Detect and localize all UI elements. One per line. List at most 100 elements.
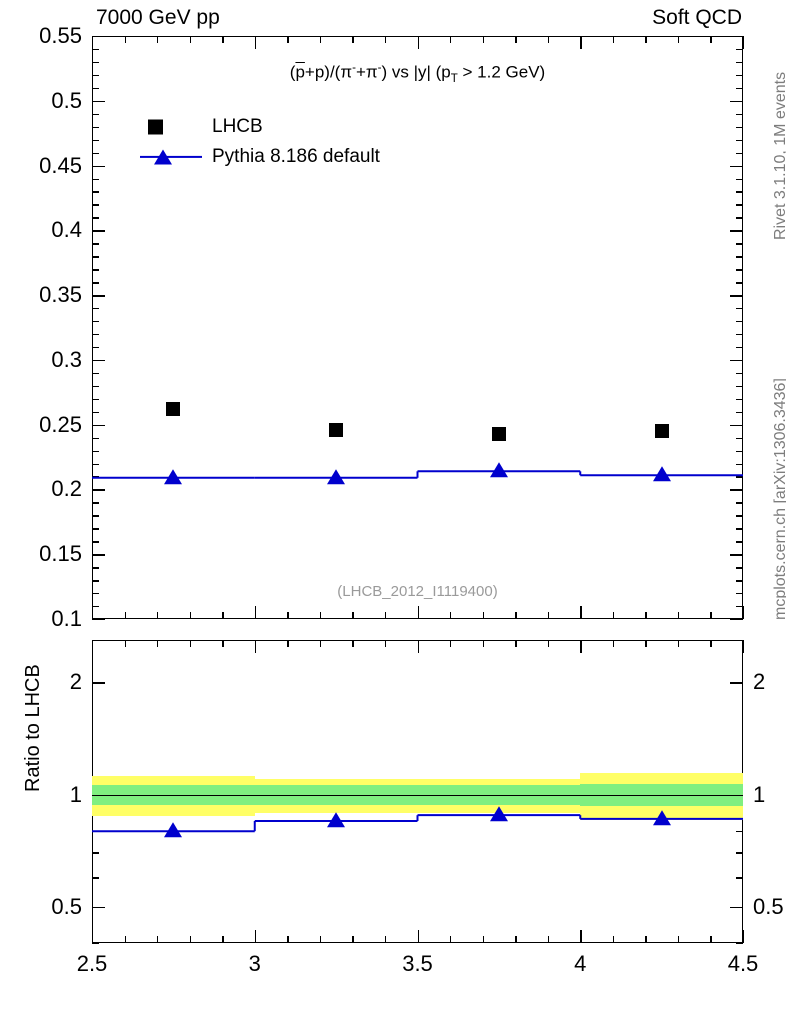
y-tick-main [92,139,99,142]
x-tick-ratio-top [612,640,615,647]
x-tick-main-bottom [92,606,94,619]
y-tick-main-right [736,321,743,323]
y-tick-main [92,321,99,323]
y-tick-main-right [736,385,743,388]
x-tick-ratio-bottom [515,936,517,943]
data-point-pythia-ratio [164,822,183,838]
square-marker-icon [148,119,163,135]
y-tick-main [92,178,99,180]
analysis-id-watermark: (LHCB_2012_I1119400) [337,583,498,600]
x-tick-main-bottom [645,612,647,619]
x-tick-ratio-top [450,640,452,647]
y-tick-ratio-right [736,943,743,945]
header-process-label: Soft QCD [652,6,742,29]
x-tick-ratio-top [384,640,387,647]
x-tick-ratio-top [710,640,712,647]
y-tick-main [92,282,99,284]
y-tick-label-main: 0.5 [51,87,82,113]
x-tick-ratio-top [254,640,257,653]
x-tick-main-top [482,36,484,43]
triangle-marker-icon [154,149,172,165]
x-tick-main-bottom [254,606,257,619]
y-tick-main-right [736,450,743,452]
y-tick-main-right [736,152,743,154]
y-tick-main-right [736,372,743,375]
y-tick-label-main: 0.15 [39,541,82,567]
x-tick-ratio-bottom [189,936,192,943]
x-tick-ratio-top [157,640,159,647]
y-tick-main [92,424,105,427]
x-tick-main-top [450,36,452,43]
data-point-pythia [164,469,183,485]
title-plus: + [355,62,366,82]
y-tick-main [92,619,105,621]
x-tick-ratio-bottom [222,936,224,943]
y-tick-main-right [730,295,743,297]
x-tick-ratio-bottom [124,936,126,943]
y-tick-main-right [736,204,743,206]
x-tick-main-bottom [352,612,354,619]
y-tick-ratio [92,682,105,684]
legend-label-lhcb: LHCB [212,116,263,137]
x-tick-ratio-bottom [580,930,582,943]
x-tick-ratio-top [645,640,647,647]
data-point-lhcb [166,402,181,417]
y-tick-main [92,437,99,439]
x-tick-main-bottom [547,612,550,619]
y-tick-main [92,126,99,129]
y-tick-ratio [92,877,99,879]
y-tick-label-main: 0.25 [39,411,82,437]
y-tick-main-right [736,463,743,465]
x-tick-ratio-bottom [547,936,550,943]
y-tick-ratio-right [730,682,743,684]
y-tick-main [92,204,99,206]
y-tick-main-right [736,269,743,271]
y-tick-label-ratio: 1 [69,781,82,807]
x-tick-main-bottom [580,606,582,619]
y-tick-main-right [736,502,743,504]
title-seg-4: > 1.2 GeV) [457,62,546,82]
x-tick-main-top [515,36,517,43]
y-tick-main [92,333,99,336]
x-tick-main-top [352,36,354,43]
y-tick-main [92,48,99,51]
title-seg-3: ) vs |y| (p [381,62,451,82]
y-tick-ratio [92,906,105,909]
x-tick-ratio-top [319,640,322,647]
x-tick-label: 2.5 [76,951,108,976]
x-tick-ratio-top [580,640,582,653]
x-tick-main-bottom [515,612,517,619]
data-point-lhcb [654,424,669,439]
y-tick-main [92,165,105,167]
x-tick-ratio-top [482,640,484,647]
x-tick-ratio-bottom [645,936,647,943]
x-tick-label: 4 [574,951,587,976]
x-tick-ratio-top [352,640,354,647]
x-tick-ratio-bottom [92,930,94,943]
y-tick-main-right [736,606,743,608]
x-tick-ratio-top [189,640,192,647]
y-tick-main-right [730,230,743,232]
y-tick-main [92,541,99,543]
y-tick-main [92,308,99,310]
y-tick-main-right [736,87,743,90]
x-tick-label: 3 [248,951,261,976]
x-tick-main-top [287,36,289,43]
y-tick-main-right [730,489,743,491]
x-tick-ratio-top [677,640,680,647]
y-tick-ratio-right [736,877,743,879]
y-tick-main-right [730,619,743,621]
title-seg-2: +p)/( [304,62,341,82]
x-tick-ratio-bottom [287,936,289,943]
x-tick-main-bottom [482,612,484,619]
x-tick-main-top [743,36,745,49]
y-tick-main-right [736,126,743,129]
x-tick-main-top [222,36,224,43]
uncertainty-band-green [580,783,743,806]
ratio-reference-line [92,794,743,797]
y-tick-main-right [730,100,743,103]
y-tick-main-right [736,178,743,180]
y-tick-main [92,606,99,608]
data-point-lhcb [329,422,344,437]
